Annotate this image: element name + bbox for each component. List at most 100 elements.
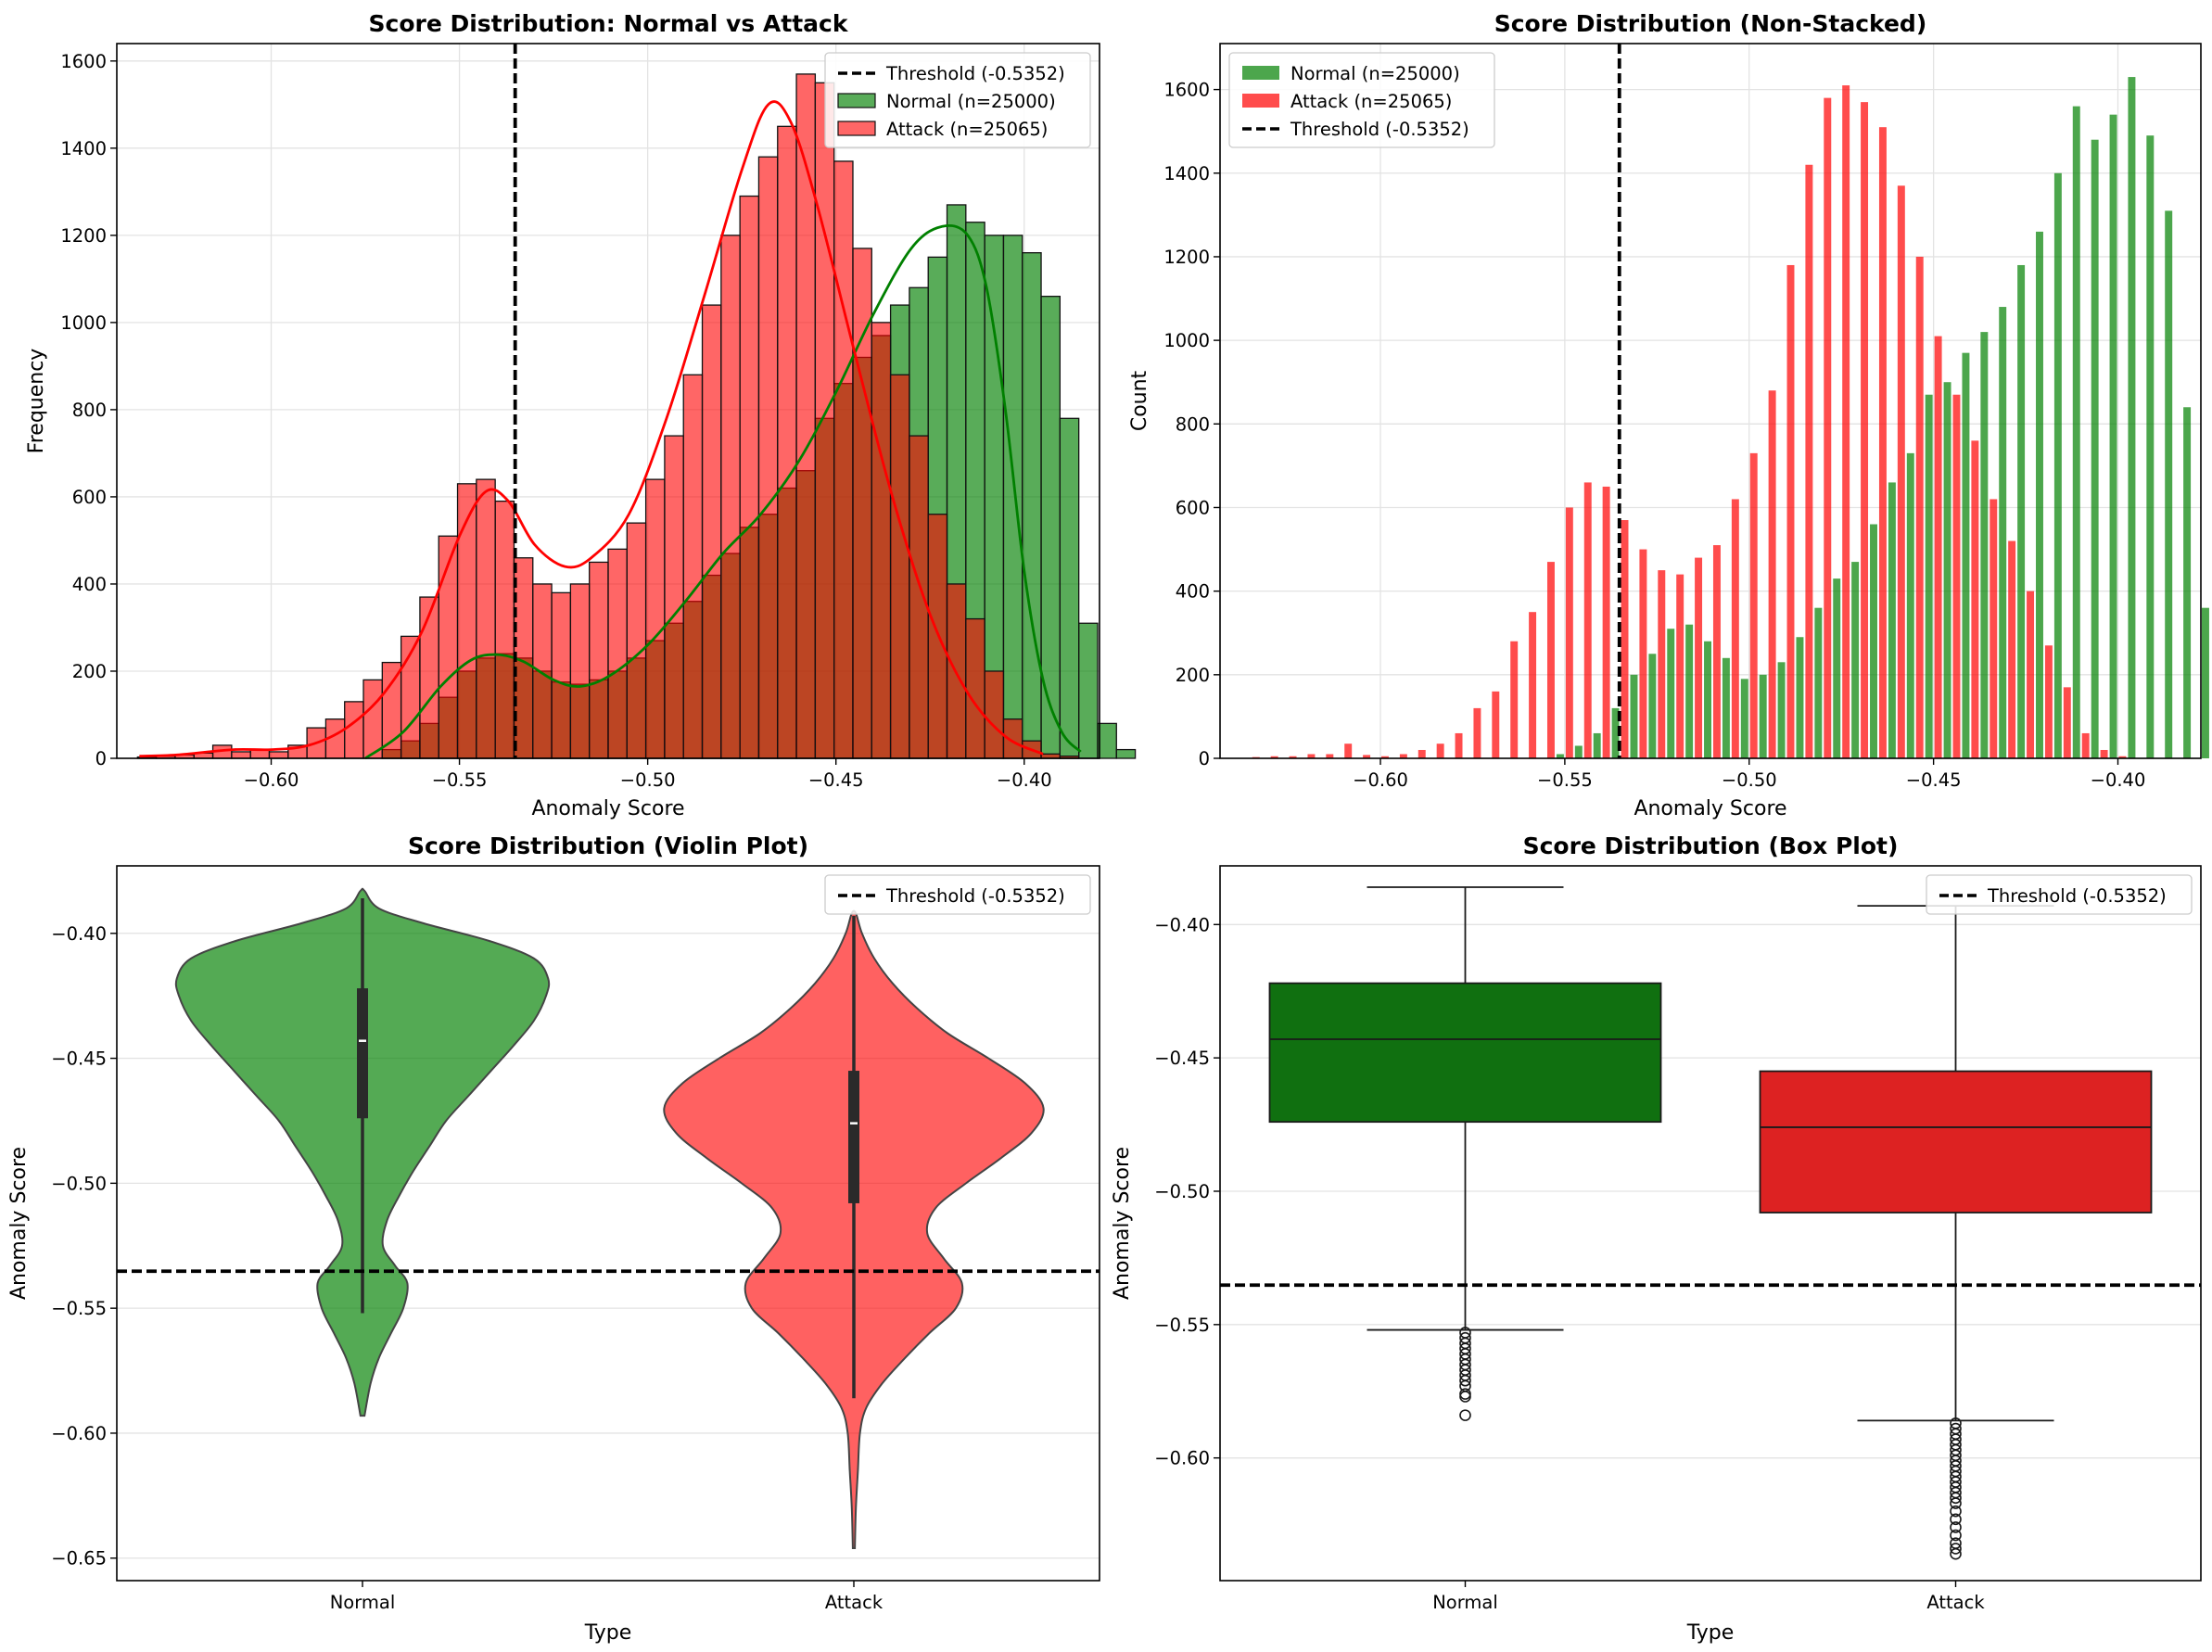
box-outlier <box>1950 1513 1962 1526</box>
box-outlier <box>1459 1374 1471 1387</box>
legend: Threshold (-0.5352) <box>824 874 1091 915</box>
chart-title: Score Distribution (Non-Stacked) <box>1494 10 1927 37</box>
attack-hist-bar <box>494 500 515 759</box>
attack-bar <box>1270 756 1278 758</box>
legend: Threshold (-0.5352) <box>1926 874 2193 915</box>
attack-hist-bar <box>381 661 402 759</box>
attack-bar <box>1878 127 1887 759</box>
legend-normal-swatch <box>837 93 876 108</box>
y-tick-label: 800 <box>1176 413 1210 435</box>
normal-bar <box>1814 607 1823 758</box>
attack-hist-bar <box>344 701 364 759</box>
attack-bar <box>1621 520 1629 758</box>
box-outlier <box>1950 1543 1962 1555</box>
attack-hist-bar <box>532 583 553 759</box>
attack-bar <box>1676 574 1684 758</box>
normal-hist-bar <box>1097 722 1117 759</box>
attack-hist-bar <box>889 374 910 759</box>
y-tick-label: 400 <box>72 574 107 595</box>
y-tick-label: −0.45 <box>51 1048 107 1070</box>
attack-bar <box>1473 707 1481 758</box>
attack-bar <box>1990 499 1998 758</box>
legend-box <box>1926 874 2193 915</box>
attack-hist-bar <box>551 591 572 759</box>
normal-bar <box>1943 382 1951 758</box>
box-outlier <box>1950 1529 1962 1542</box>
normal-hist-bar <box>1022 252 1042 759</box>
legend-attack-label: Attack (n=25065) <box>886 119 1048 140</box>
normal-bar <box>1722 657 1730 758</box>
normal-bar <box>1740 679 1748 758</box>
legend-threshold-label: Threshold (-0.5352) <box>885 885 1065 907</box>
violin-iqr-box <box>848 1071 859 1203</box>
legend-attack-swatch <box>1242 94 1279 108</box>
normal-bar <box>1888 482 1896 758</box>
y-tick-label: 600 <box>1176 497 1210 518</box>
normal-bar <box>1648 654 1657 758</box>
legend-attack-label: Attack (n=25065) <box>1290 91 1452 112</box>
x-tick-label: Normal <box>330 1592 396 1613</box>
y-tick-label: 800 <box>72 400 107 421</box>
attack-bar <box>2008 540 2016 758</box>
normal-hist-bar <box>1040 296 1062 759</box>
attack-bar <box>1749 452 1758 758</box>
attack-hist-bar <box>814 82 835 759</box>
attack-bar <box>1510 641 1519 758</box>
attack-hist-bar <box>701 304 722 759</box>
legend-threshold-label: Threshold (-0.5352) <box>885 63 1065 84</box>
y-tick-label: 1600 <box>1163 80 1210 101</box>
normal-bar <box>2183 407 2192 758</box>
y-tick-label: 1000 <box>60 312 107 334</box>
normal-bar <box>1796 637 1804 758</box>
legend-box <box>824 52 1091 148</box>
x-tick-label: Normal <box>1432 1592 1498 1613</box>
x-axis-label: Type <box>584 1621 632 1645</box>
y-tick-label: −0.60 <box>51 1423 107 1444</box>
normal-bar <box>1630 674 1638 758</box>
attack-bar <box>1565 507 1573 758</box>
attack-hist-bar <box>833 160 854 759</box>
attack-hist-bar <box>965 617 985 759</box>
attack-bar <box>2118 756 2127 758</box>
attack-hist-bar <box>644 478 666 759</box>
y-tick-label: 0 <box>95 748 107 769</box>
chart-title: Score Distribution (Violin Plot) <box>408 832 808 859</box>
attack-bar <box>1915 256 1924 758</box>
x-tick-label: −0.55 <box>1537 769 1593 791</box>
normal-bar <box>1999 307 2007 758</box>
normal-bar <box>2165 210 2173 758</box>
attack-bar <box>1546 562 1555 758</box>
box-outlier <box>1459 1391 1471 1403</box>
y-axis-label: Anomaly Score <box>7 1147 31 1300</box>
attack-bar <box>1731 499 1739 758</box>
normal-bar <box>2053 172 2062 759</box>
y-tick-label: −0.50 <box>51 1173 107 1194</box>
y-tick-label: −0.55 <box>1154 1315 1210 1336</box>
attack-hist-bar <box>871 322 892 759</box>
normal-bar <box>1685 624 1694 758</box>
attack-bar <box>1602 486 1610 758</box>
y-axis-label: Anomaly Score <box>1111 1147 1134 1300</box>
normal-kde-line <box>364 223 1082 760</box>
chart-title: Score Distribution: Normal vs Attack <box>369 10 849 37</box>
attack-hist-bar <box>739 195 760 759</box>
legend-threshold-label: Threshold (-0.5352) <box>1987 885 2167 907</box>
attack-bar <box>1824 97 1832 759</box>
y-tick-label: 200 <box>72 661 107 682</box>
attack-box <box>1759 1070 2153 1214</box>
attack-hist-bar <box>231 751 251 759</box>
violin-iqr-box <box>357 988 368 1119</box>
legend: Normal (n=25000) Attack (n=25065) Threshol… <box>1228 52 1495 148</box>
normal-bar <box>1593 732 1601 758</box>
attack-hist-bar <box>569 583 591 759</box>
attack-bar <box>2100 749 2108 758</box>
y-tick-label: −0.45 <box>1154 1048 1210 1069</box>
x-axis-label: Anomaly Score <box>531 797 684 820</box>
attack-bar <box>1436 743 1444 758</box>
normal-bar <box>2202 607 2209 758</box>
attack-hist-bar <box>664 435 684 759</box>
x-tick-label: −0.50 <box>620 769 676 791</box>
x-tick-label: −0.55 <box>432 769 488 791</box>
y-tick-label: 1000 <box>1163 330 1210 351</box>
